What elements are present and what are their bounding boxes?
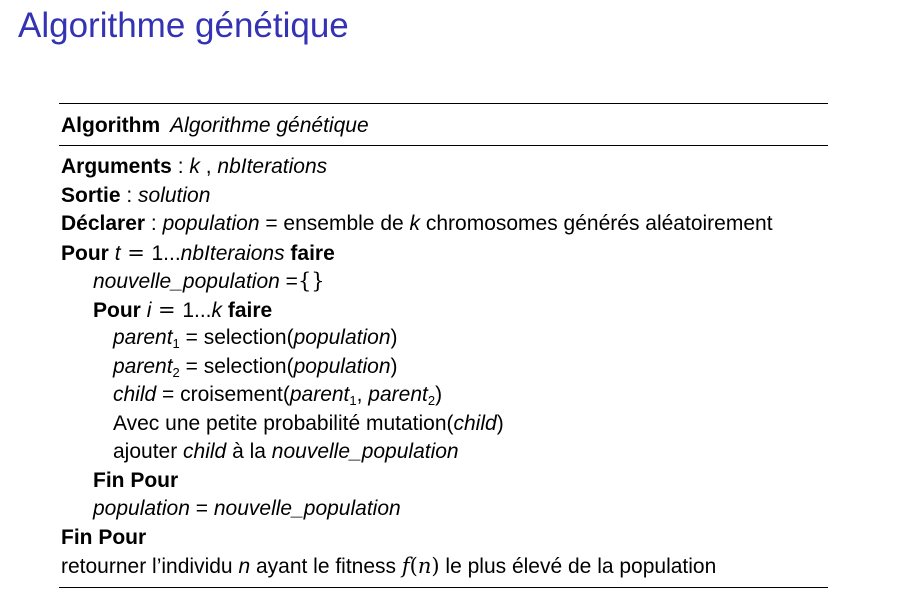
parent1-text: = selection(	[179, 326, 294, 349]
pour-inner-keyword: Pour	[93, 298, 141, 322]
declarer-sep: :	[145, 212, 163, 235]
child-var: child	[113, 383, 157, 406]
pour-outer-faire: faire	[290, 241, 335, 265]
child-arg2: parent	[368, 383, 428, 406]
sortie-line: Sortie : solution	[61, 182, 861, 211]
algorithm-keyword: Algorithm	[61, 114, 161, 137]
pour-outer-keyword: Pour	[61, 241, 109, 265]
mutation-line: Avec une petite probabilité mutation(chi…	[61, 410, 861, 439]
mutation-close: )	[496, 411, 504, 435]
append-var: child	[183, 440, 227, 463]
arguments-comma: ,	[199, 155, 218, 178]
algorithm-caption: Algorithm Algorithme génétique	[61, 112, 369, 140]
parent1-sub: 1	[172, 336, 180, 351]
parent2-var: parent	[113, 354, 173, 378]
sortie-var: solution	[138, 183, 211, 207]
argument-k: k	[189, 155, 200, 178]
arguments-label: Arguments	[61, 155, 172, 178]
child-text: = croisement(	[156, 383, 290, 406]
return-n2: n	[417, 554, 432, 578]
init-new-population-eq: =	[279, 270, 298, 293]
return-text2: ayant le fitness	[250, 555, 402, 578]
pour-inner-range-start: 1...	[182, 298, 212, 322]
parent1-close: )	[390, 326, 398, 349]
assign-line: population = nouvelle_population	[61, 495, 861, 524]
append-line: ajouter child à la nouvelle_population	[61, 438, 861, 467]
sortie-label: Sortie	[61, 183, 121, 207]
fin-pour-inner-line: Fin Pour	[61, 467, 861, 496]
pour-inner-faire: faire	[227, 298, 273, 322]
child-line: child = croisement(parent1, parent2)	[61, 381, 861, 410]
return-text3: le plus élevé de la population	[439, 555, 717, 578]
pour-inner-line: Pour i = 1...k faire	[61, 296, 861, 325]
child-close: )	[435, 383, 443, 406]
parent1-arg: population	[293, 326, 391, 349]
child-arg1: parent	[289, 383, 350, 406]
fin-pour-outer: Fin Pour	[61, 525, 147, 549]
pour-outer-eq: =	[120, 240, 152, 265]
argument-nbiterations: nbIterations	[217, 155, 328, 178]
pour-outer-range-end: nbIteraions	[180, 241, 285, 265]
declarer-text2: chromosomes générés aléatoirement	[420, 212, 773, 235]
child-sub1: 1	[349, 393, 357, 408]
algorithm-caption-rule	[59, 145, 828, 146]
append-text1: ajouter	[113, 440, 184, 463]
pour-outer-line: Pour t = 1...nbIteraions faire	[61, 239, 861, 268]
assign-text: =	[189, 497, 214, 520]
algorithm-top-rule	[59, 103, 828, 104]
return-paren-close: )	[431, 554, 440, 578]
fin-pour-inner: Fin Pour	[93, 468, 179, 492]
sortie-sep: :	[120, 183, 139, 207]
algorithm-bottom-rule	[59, 587, 828, 588]
return-line: retourner l’individu n ayant le fitness …	[61, 552, 861, 581]
empty-set: {}	[297, 269, 325, 293]
declarer-k: k	[409, 212, 421, 235]
parent2-close: )	[390, 354, 398, 378]
declarer-line: Déclarer : population = ensemble de k ch…	[61, 210, 861, 239]
return-paren-open: (	[409, 554, 418, 578]
parent2-text: = selection(	[179, 354, 294, 378]
init-new-population-line: nouvelle_population ={}	[61, 267, 861, 296]
arguments-line: Arguments : k , nbIterations	[61, 153, 861, 182]
parent1-line: parent1 = selection(population)	[61, 324, 861, 353]
parent2-sub: 2	[172, 364, 180, 380]
return-text1: retourner l’individu	[61, 555, 239, 578]
algorithm-body: Arguments : k , nbIterations Sortie : so…	[61, 153, 861, 581]
pour-outer-range-start: 1...	[151, 241, 181, 265]
append-text2: à la	[226, 440, 272, 463]
slide-title: Algorithme génétique	[18, 6, 349, 45]
fin-pour-outer-line: Fin Pour	[61, 524, 861, 553]
return-n: n	[238, 555, 251, 578]
declarer-label: Déclarer	[61, 212, 146, 235]
pour-inner-var: i	[146, 298, 152, 322]
declarer-text1: = ensemble de	[259, 212, 410, 235]
mutation-text: Avec une petite probabilité mutation(	[113, 411, 454, 435]
pour-inner-range-end: k	[211, 298, 223, 322]
init-new-population-var: nouvelle_population	[93, 270, 280, 293]
parent2-arg: population	[293, 354, 391, 378]
mutation-arg: child	[453, 411, 497, 435]
algorithm-name: Algorithme génétique	[170, 114, 369, 137]
return-f: f	[401, 554, 410, 578]
pour-inner-eq: =	[151, 297, 183, 322]
child-comma: ,	[356, 383, 369, 406]
assign-value: nouvelle_population	[213, 497, 401, 520]
append-target: nouvelle_population	[271, 440, 459, 463]
assign-var: population	[93, 497, 190, 520]
parent1-var: parent	[113, 326, 173, 349]
parent2-line: parent2 = selection(population)	[61, 353, 861, 382]
child-sub2: 2	[427, 393, 436, 408]
declarer-var: population	[162, 212, 260, 235]
pour-outer-var: t	[114, 241, 121, 265]
arguments-sep: :	[171, 155, 190, 178]
